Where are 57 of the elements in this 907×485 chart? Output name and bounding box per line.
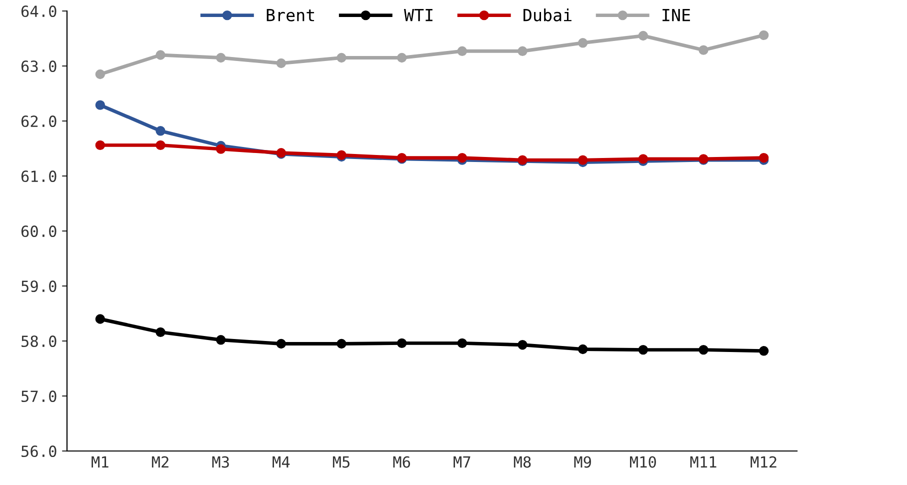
point — [578, 155, 588, 165]
point — [336, 52, 346, 63]
legend-label: WTI — [404, 9, 432, 22]
point — [95, 69, 106, 80]
point — [156, 327, 166, 338]
y-tick-label: 58.0 — [22, 336, 56, 348]
y-tick-label: 64.0 — [21, 6, 56, 18]
point — [216, 144, 226, 154]
x-tick-label: M7 — [454, 456, 470, 468]
x-tick-label: M8 — [514, 456, 531, 468]
point — [638, 30, 648, 41]
point — [156, 126, 166, 136]
x-tick-label: M11 — [690, 456, 716, 468]
point — [276, 58, 286, 68]
point — [758, 30, 769, 40]
point — [276, 338, 286, 349]
point — [216, 335, 226, 345]
point — [518, 340, 528, 350]
x-tick-label: M9 — [574, 456, 591, 468]
x-tick-label: M12 — [750, 456, 776, 468]
legend-label: Brent — [266, 9, 314, 22]
point — [758, 346, 769, 356]
point — [698, 344, 708, 355]
point — [457, 152, 468, 163]
x-tick-label: M4 — [272, 456, 290, 468]
legend-label: Dubai — [524, 8, 572, 22]
y-tick-label: 59.0 — [22, 280, 56, 292]
y-tick-label: 60.0 — [21, 226, 56, 238]
point — [578, 38, 588, 48]
x-tick-label: M3 — [212, 456, 229, 468]
point — [638, 344, 648, 355]
y-tick-label: 56.0 — [22, 446, 56, 458]
x-tick-label: M2 — [152, 456, 168, 468]
y-tick-label: 57.0 — [22, 390, 56, 402]
x-tick-label: M1 — [92, 456, 108, 468]
point — [95, 100, 106, 110]
point — [457, 46, 468, 56]
y-tick-label: 61.0 — [21, 170, 56, 182]
point — [336, 338, 346, 349]
x-tick-label: M6 — [393, 456, 410, 468]
point — [156, 140, 166, 150]
legend-label: INE — [662, 9, 690, 22]
point — [396, 338, 407, 348]
point — [95, 314, 106, 324]
point — [698, 45, 708, 55]
point — [95, 140, 106, 150]
y-tick-label: 62.0 — [21, 116, 56, 128]
point — [457, 338, 468, 348]
point — [758, 152, 769, 163]
point — [578, 344, 588, 354]
point — [156, 50, 166, 60]
point — [518, 46, 528, 56]
point — [396, 52, 407, 63]
y-tick-label: 63.0 — [21, 60, 56, 72]
x-tick-label: M5 — [332, 456, 350, 468]
point — [216, 52, 226, 63]
x-tick-label: M10 — [630, 456, 656, 468]
